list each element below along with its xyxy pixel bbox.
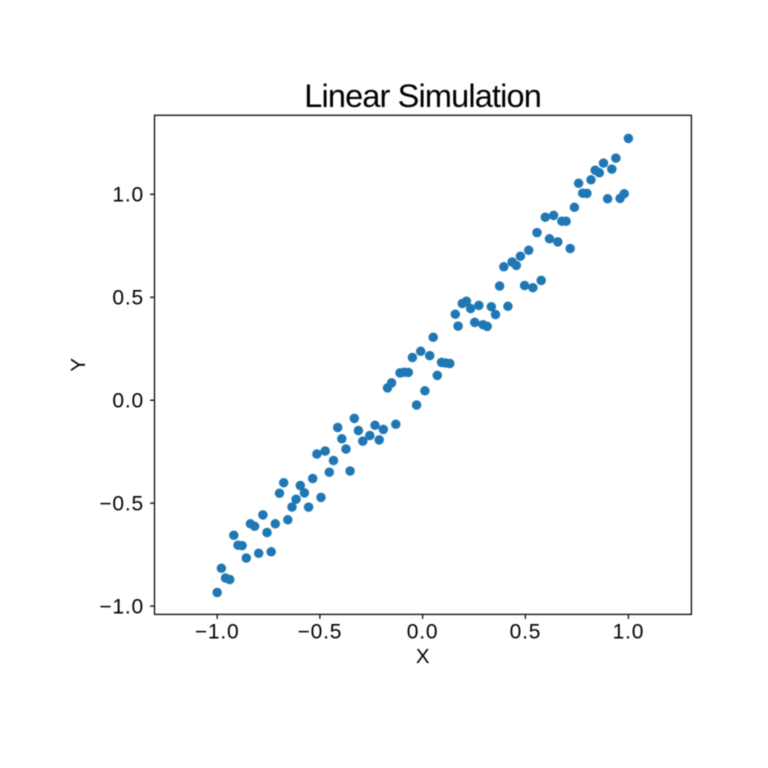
- svg-text:−0.5: −0.5: [298, 620, 343, 643]
- svg-text:−1.0: −1.0: [195, 620, 240, 643]
- svg-text:Linear Simulation: Linear Simulation: [304, 78, 541, 114]
- svg-text:1.0: 1.0: [613, 620, 645, 643]
- svg-text:0.0: 0.0: [112, 389, 144, 412]
- svg-text:Y: Y: [67, 358, 90, 372]
- svg-text:1.0: 1.0: [112, 184, 144, 207]
- svg-text:0.5: 0.5: [510, 620, 542, 643]
- svg-text:0.0: 0.0: [407, 620, 439, 643]
- svg-text:−0.5: −0.5: [99, 492, 144, 515]
- svg-text:X: X: [416, 645, 430, 668]
- svg-text:−1.0: −1.0: [99, 595, 144, 618]
- svg-text:0.5: 0.5: [112, 287, 144, 310]
